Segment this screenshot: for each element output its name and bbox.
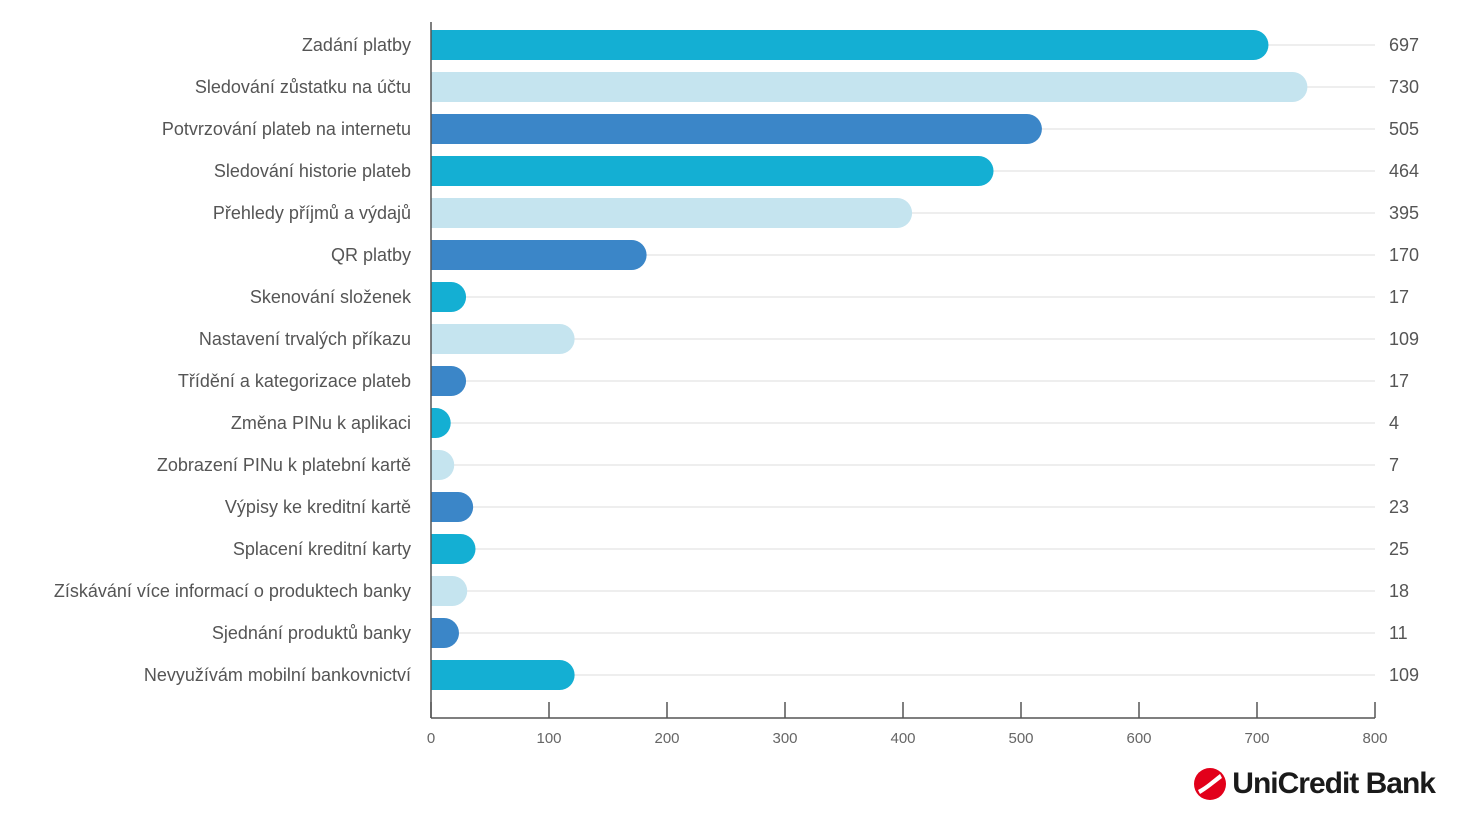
x-tick-label: 200: [654, 730, 679, 747]
unicredit-logo-icon: [1194, 768, 1227, 800]
value-label: 170: [1389, 245, 1419, 265]
value-label: 25: [1389, 539, 1409, 559]
category-label: Přehledy příjmů a výdajů: [213, 203, 411, 223]
value-label: 23: [1389, 497, 1409, 517]
bar: [431, 198, 913, 228]
category-label: Skenování složenek: [250, 287, 412, 307]
x-tick-label: 0: [427, 730, 435, 747]
value-label: 7: [1389, 455, 1399, 475]
category-label: Zadání platby: [302, 35, 411, 55]
x-tick-label: 100: [536, 730, 561, 747]
x-tick-label: 500: [1008, 730, 1033, 747]
x-tick-label: 700: [1244, 730, 1269, 747]
value-label: 464: [1389, 161, 1419, 181]
category-label: QR platby: [331, 245, 411, 265]
value-label: 395: [1389, 203, 1419, 223]
category-label: Splacení kreditní karty: [233, 539, 411, 559]
bar: [431, 618, 459, 648]
bar: [431, 534, 476, 564]
x-axis: 0 100 200 300 400 500 600 700 800: [427, 22, 1388, 747]
value-label: 109: [1389, 329, 1419, 349]
category-label: Výpisy ke kreditní kartě: [225, 497, 411, 517]
bar: [431, 30, 1269, 60]
value-label: 11: [1389, 623, 1408, 643]
value-label: 17: [1389, 287, 1409, 307]
bar: [431, 408, 451, 438]
bar: [431, 240, 647, 270]
category-label: Sledování zůstatku na účtu: [195, 77, 411, 97]
category-label: Nastavení trvalých příkazu: [199, 329, 411, 349]
category-label: Nevyužívám mobilní bankovnictví: [144, 665, 411, 685]
bar: [431, 660, 575, 690]
category-labels: Zadání platby Sledování zůstatku na účtu P…: [54, 35, 412, 685]
x-tick-label: 600: [1126, 730, 1151, 747]
bar: [431, 282, 467, 312]
value-label: 18: [1389, 581, 1409, 601]
brand-name: UniCredit Bank: [1232, 767, 1436, 800]
bar: [431, 156, 994, 186]
bar: [431, 72, 1308, 102]
x-tick-label: 800: [1362, 730, 1387, 747]
value-labels: 697 730 505 464 395 170 17 109 17 4 7 23 25 18 11 109: [1389, 35, 1419, 685]
bar: [431, 366, 467, 396]
category-label: Sjednání produktů banky: [212, 623, 411, 643]
category-label: Získávání více informací o produktech ba…: [54, 581, 411, 601]
value-label: 109: [1389, 665, 1419, 685]
value-label: 697: [1389, 35, 1419, 55]
value-label: 505: [1389, 119, 1419, 139]
category-label: Změna PINu k aplikaci: [231, 413, 411, 433]
value-label: 730: [1389, 77, 1419, 97]
category-label: Zobrazení PINu k platební kartě: [157, 455, 411, 475]
value-label: 4: [1389, 413, 1399, 433]
bar: [431, 576, 468, 606]
value-label: 17: [1389, 371, 1409, 391]
bar: [431, 324, 575, 354]
x-tick-label: 400: [890, 730, 915, 747]
category-label: Sledování historie plateb: [214, 161, 411, 181]
bars: [431, 30, 1308, 690]
brand-logo: UniCredit Bank: [1192, 764, 1436, 804]
bar: [431, 114, 1042, 144]
bar: [431, 450, 455, 480]
category-label: Třídění a kategorizace plateb: [178, 371, 411, 391]
category-label: Potvrzování plateb na internetu: [162, 119, 411, 139]
x-tick-label: 300: [772, 730, 797, 747]
bar: [431, 492, 474, 522]
